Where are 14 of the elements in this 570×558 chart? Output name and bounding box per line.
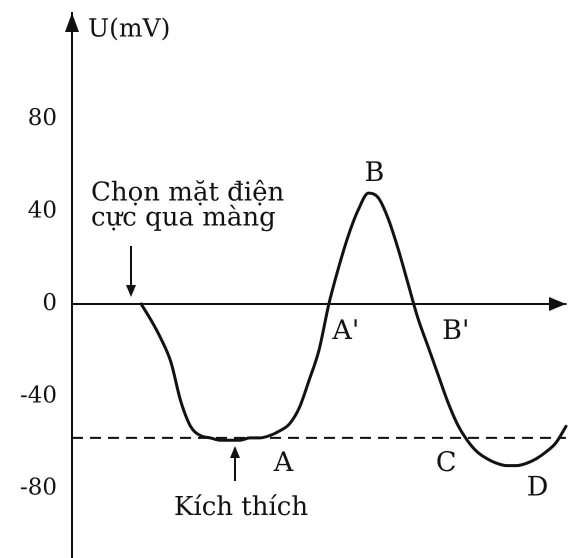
y-tick-label: 0: [42, 290, 57, 316]
data-label: A: [272, 447, 294, 478]
y-tick-label: -80: [20, 474, 57, 501]
y-axis-title: U(mV): [88, 14, 170, 42]
data-label: D: [526, 472, 548, 503]
data-label: C: [436, 447, 457, 478]
annotation: Kích thích: [174, 492, 308, 522]
data-label: A': [331, 314, 360, 346]
data-label: B': [442, 314, 470, 346]
data-label: B: [364, 157, 384, 188]
annotation: Chọn mặt điện cực qua màng: [90, 178, 284, 233]
y-tick-label: -40: [20, 382, 57, 408]
y-tick-label: 80: [28, 105, 57, 132]
y-tick-label: 40: [28, 198, 57, 224]
